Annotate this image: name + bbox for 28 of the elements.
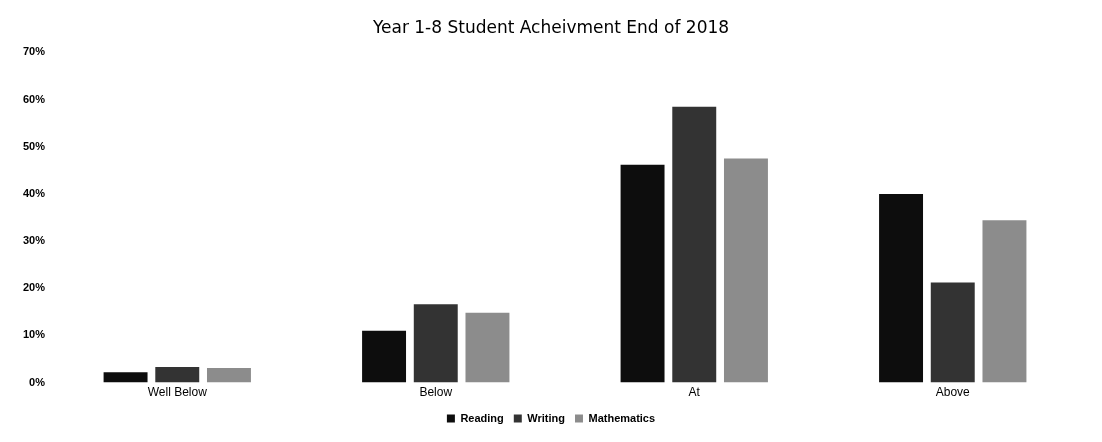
bar xyxy=(465,312,510,383)
y-tick-label: 70% xyxy=(22,45,46,58)
y-tick-label: 50% xyxy=(22,139,46,152)
bar xyxy=(155,367,200,383)
bar xyxy=(982,220,1027,383)
bar xyxy=(620,164,665,383)
bar xyxy=(362,330,407,383)
chart-title: Year 1-8 Student Acheivment End of 2018 xyxy=(371,16,730,37)
x-tick-label: Below xyxy=(419,385,453,400)
y-tick-label: 40% xyxy=(22,186,46,199)
bar xyxy=(930,282,975,383)
x-tick-label: At xyxy=(688,385,701,400)
y-tick-label: 20% xyxy=(22,281,46,294)
y-tick-label: 30% xyxy=(22,234,46,247)
bar xyxy=(206,367,251,383)
legend-label: Mathematics xyxy=(588,411,656,424)
bar xyxy=(723,158,768,383)
y-tick-label: 0% xyxy=(29,375,46,388)
x-tick-label: Above xyxy=(935,385,971,400)
y-tick-label: 60% xyxy=(22,92,46,105)
legend-label: Reading xyxy=(460,411,504,424)
bar xyxy=(879,193,924,383)
bar xyxy=(413,304,458,383)
bar xyxy=(672,106,717,383)
legend-label: Writing xyxy=(527,411,565,424)
y-tick-label: 10% xyxy=(22,328,46,341)
bar xyxy=(103,372,148,383)
x-tick-label: Well Below xyxy=(147,385,208,400)
